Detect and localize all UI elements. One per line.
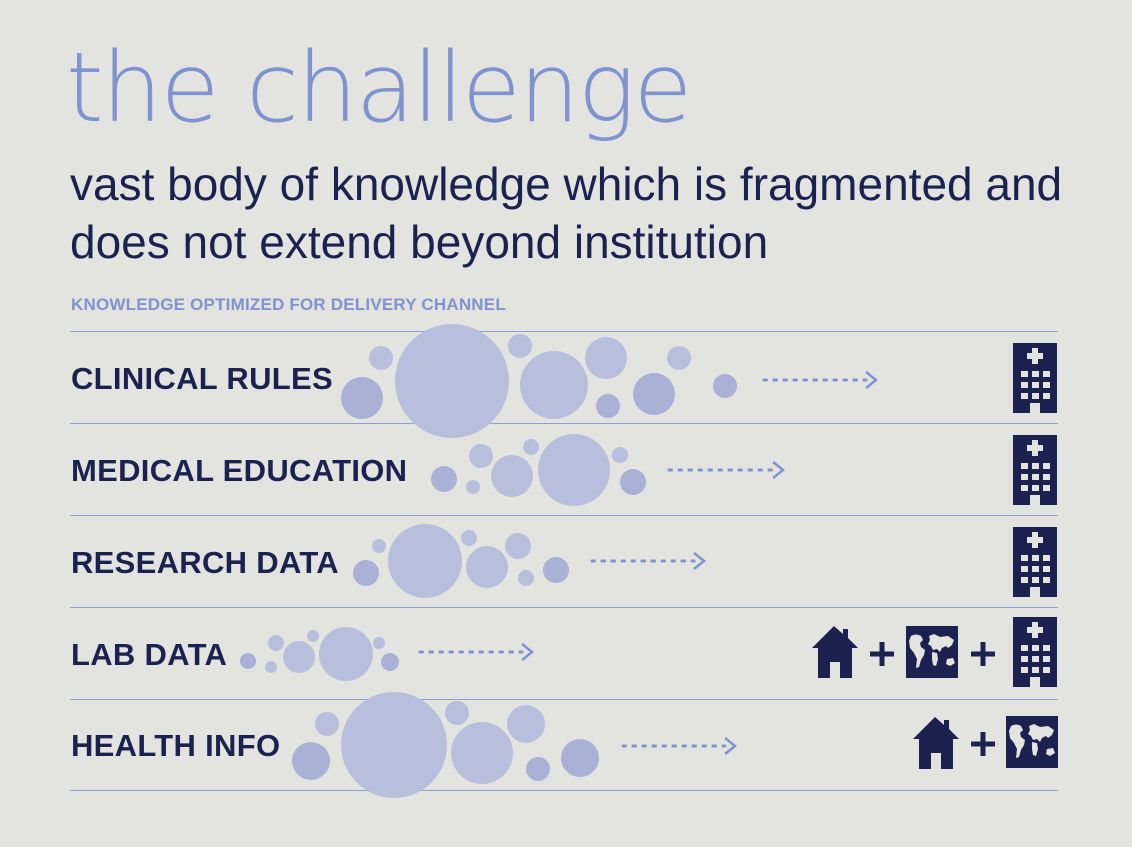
- arrow-dotted: [590, 552, 707, 570]
- bubble-cluster: [292, 692, 599, 798]
- arrow-dotted: [762, 371, 879, 389]
- hospital-icon: [1013, 617, 1057, 687]
- bubble-cluster: [353, 524, 569, 598]
- hospital-icon: [1013, 343, 1057, 413]
- arrow-dotted: [621, 737, 738, 755]
- page-subtitle: vast body of knowledge which is fragment…: [70, 158, 1063, 268]
- arrow-dotted: [667, 461, 786, 479]
- row-label-clinical-rules: CLINICAL RULES: [71, 361, 333, 396]
- plus-icon: [971, 642, 995, 666]
- world-map-icon: [1006, 716, 1058, 768]
- row-label-medical-education: MEDICAL EDUCATION: [71, 453, 408, 488]
- divider: [70, 790, 1058, 791]
- hospital-icon: [1013, 435, 1057, 505]
- divider: [70, 331, 1058, 332]
- divider: [70, 699, 1058, 700]
- row-label-health-info: HEALTH INFO: [71, 728, 281, 763]
- bubble-cluster: [341, 324, 737, 438]
- section-label: KNOWLEDGE OPTIMIZED FOR DELIVERY CHANNEL: [71, 295, 506, 314]
- row-label-research-data: RESEARCH DATA: [71, 545, 339, 580]
- divider: [70, 515, 1058, 516]
- home-icon: [913, 717, 959, 769]
- plus-icon: [870, 642, 894, 666]
- home-icon: [812, 626, 858, 678]
- bubble-cluster: [431, 434, 646, 506]
- divider: [70, 423, 1058, 424]
- arrow-dotted: [418, 643, 535, 661]
- world-map-icon: [906, 626, 958, 678]
- row-label-lab-data: LAB DATA: [71, 637, 228, 672]
- page-title: the challenge: [66, 32, 692, 144]
- hospital-icon: [1013, 527, 1057, 597]
- divider: [70, 607, 1058, 608]
- bubble-cluster: [240, 627, 399, 681]
- plus-icon: [971, 732, 995, 756]
